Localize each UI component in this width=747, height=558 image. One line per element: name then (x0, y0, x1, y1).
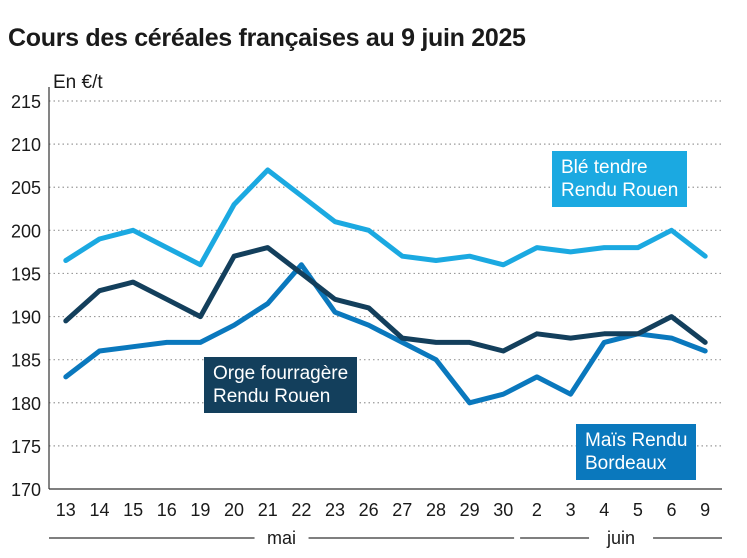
y-tick-175: 175 (11, 437, 41, 457)
y-tick-210: 210 (11, 135, 41, 155)
month-axis: mai juin (49, 528, 722, 548)
x-tick-26-9: 26 (359, 500, 379, 520)
series-line-2 (63, 262, 708, 406)
series-lines (63, 167, 708, 406)
x-tick-4-16: 4 (599, 500, 609, 520)
y-tick-200: 200 (11, 221, 41, 241)
legend-label-ble-tendre: Blé tendre Rendu Rouen (552, 151, 688, 207)
series-line-0 (63, 167, 708, 268)
legend-mais-line-2: Bordeaux (585, 453, 667, 474)
chart-title: Cours des céréales françaises au 9 juin … (8, 24, 526, 52)
y-tick-195: 195 (11, 264, 41, 284)
x-tick-3-15: 3 (566, 500, 576, 520)
y-tick-180: 180 (11, 394, 41, 414)
series-line-1 (63, 245, 708, 354)
x-tick-29-12: 29 (460, 500, 480, 520)
x-tick-28-11: 28 (426, 500, 446, 520)
x-tick-2-14: 2 (532, 500, 542, 520)
x-tick-30-13: 30 (493, 500, 513, 520)
x-tick-15-2: 15 (123, 500, 143, 520)
y-axis-unit-label: En €/t (53, 72, 103, 93)
gridlines (48, 87, 722, 490)
x-tick-19-4: 19 (190, 500, 210, 520)
month-label-mai: mai (267, 528, 296, 548)
x-tick-6-18: 6 (667, 500, 677, 520)
y-tick-170: 170 (11, 480, 41, 500)
x-tick-9-19: 9 (700, 500, 710, 520)
legend-orge-line-1: Orge fourragère (213, 363, 349, 384)
x-tick-16-3: 16 (157, 500, 177, 520)
x-tick-23-8: 23 (325, 500, 345, 520)
legend-orge-line-2: Rendu Rouen (213, 386, 331, 407)
legend-mais-line-1: Maïs Rendu (585, 430, 688, 451)
x-tick-labels: 13 14 15 16 19 20 21 22 23 26 27 28 29 30 2 3 4 5 6 9 (56, 500, 710, 520)
x-tick-27-10: 27 (392, 500, 412, 520)
y-tick-labels: 170 175 180 185 190 195 200 205 210 215 (11, 92, 41, 500)
y-tick-190: 190 (11, 308, 41, 328)
x-tick-5-17: 5 (633, 500, 643, 520)
legend-ble-line-2: Rendu Rouen (561, 180, 679, 201)
x-tick-20-5: 20 (224, 500, 244, 520)
legend-label-orge-fourragere: Orge fourragère Rendu Rouen (204, 357, 358, 413)
legend-ble-line-1: Blé tendre (561, 157, 648, 178)
x-tick-13-0: 13 (56, 500, 76, 520)
month-label-juin: juin (606, 528, 635, 548)
y-tick-215: 215 (11, 92, 41, 112)
y-tick-205: 205 (11, 178, 41, 198)
x-tick-21-6: 21 (258, 500, 278, 520)
y-tick-185: 185 (11, 351, 41, 371)
legend-label-mais: Maïs Rendu Bordeaux (576, 424, 697, 480)
x-tick-22-7: 22 (291, 500, 311, 520)
x-tick-14-1: 14 (89, 500, 109, 520)
